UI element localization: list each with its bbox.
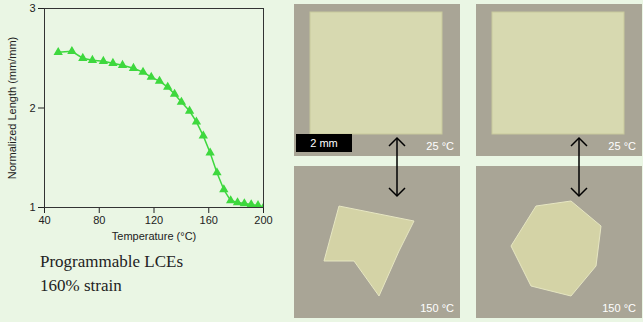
svg-text:150 °C: 150 °C [420,302,454,314]
svg-text:1: 1 [29,201,35,213]
svg-text:150 °C: 150 °C [602,302,636,314]
svg-text:160: 160 [200,214,218,226]
svg-text:80: 80 [93,214,105,226]
html-text:160% strain: 160% strain [40,276,122,295]
svg-text:25 °C: 25 °C [426,140,454,152]
svg-text:40: 40 [38,214,50,226]
svg-text:Normalized Length (mm/mm): Normalized Length (mm/mm) [6,37,18,179]
svg-text:Temperature (°C): Temperature (°C) [112,230,196,242]
html-text:Programmable LCEs: Programmable LCEs [40,252,184,271]
svg-text:3: 3 [29,2,35,14]
svg-text:2: 2 [29,102,35,114]
svg-text:120: 120 [145,214,163,226]
svg-text:2 mm: 2 mm [310,137,338,149]
svg-text:200: 200 [254,214,272,226]
svg-text:25 °C: 25 °C [608,140,636,152]
